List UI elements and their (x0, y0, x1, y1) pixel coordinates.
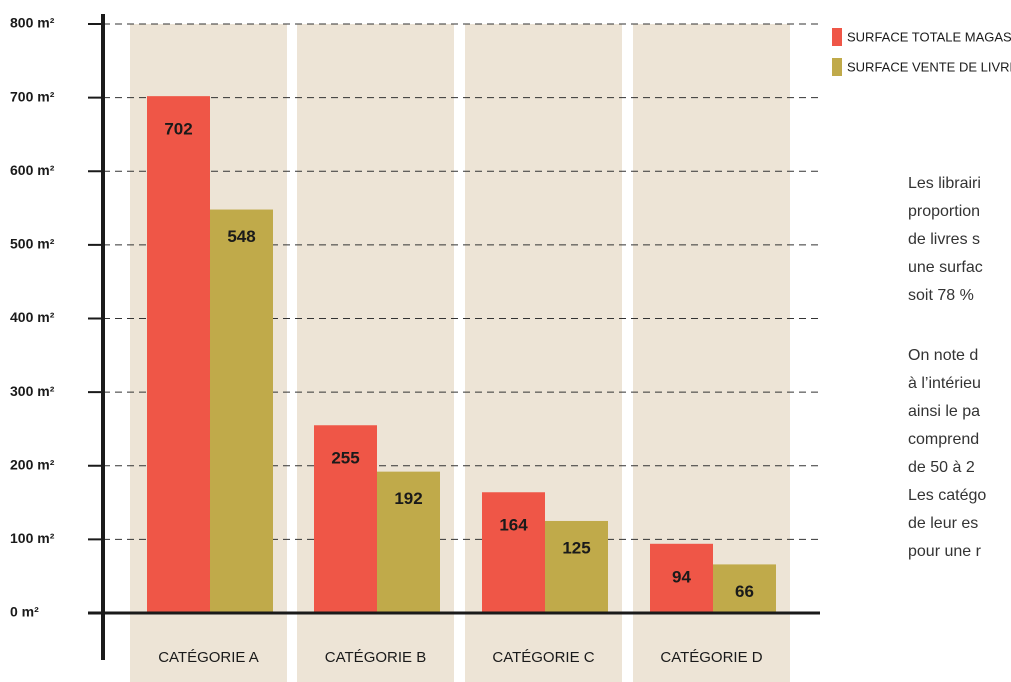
bar (314, 425, 377, 613)
value-label: 548 (227, 227, 255, 246)
value-label: 702 (164, 120, 192, 139)
y-tick-label: 800 m² (10, 15, 55, 31)
y-tick-label: 0 m² (10, 604, 39, 620)
y-tick-label: 200 m² (10, 456, 55, 472)
x-tick-label: CATÉGORIE A (158, 649, 259, 666)
x-tick-label: CATÉGORIE D (660, 649, 762, 666)
y-tick-label: 300 m² (10, 383, 55, 399)
note-line: comprend (908, 431, 979, 448)
note-line: On note d (908, 347, 978, 364)
value-label: 125 (562, 538, 590, 557)
y-tick-label: 400 m² (10, 309, 55, 325)
legend-swatch (832, 58, 842, 76)
bar (545, 520, 608, 613)
note-line: proportion (908, 203, 980, 220)
note-line: de 50 à 2 (908, 459, 975, 476)
y-tick-label: 700 m² (10, 88, 55, 104)
y-tick-label: 600 m² (10, 162, 55, 178)
value-label: 164 (499, 516, 528, 535)
value-label: 255 (331, 449, 359, 468)
legend-label: SURFACE TOTALE MAGASIN (847, 29, 1011, 44)
note-line: de leur es (908, 515, 978, 532)
value-label: 66 (735, 582, 754, 601)
value-label: 192 (394, 489, 422, 508)
y-tick-label: 100 m² (10, 530, 55, 546)
note-line: ainsi le pa (908, 403, 980, 420)
note-line: Les librairi (908, 175, 981, 192)
x-tick-label: CATÉGORIE B (325, 649, 426, 666)
y-tick-label: 500 m² (10, 236, 55, 252)
bar (713, 564, 776, 613)
bar (210, 209, 273, 613)
bar (482, 492, 545, 613)
bar (377, 471, 440, 613)
bar (650, 543, 713, 613)
note-line: Les catégo (908, 487, 986, 504)
note-line: pour une r (908, 543, 982, 560)
note-line: soit 78 % (908, 287, 974, 304)
note-line: de livres s (908, 231, 980, 248)
note-line: une surfac (908, 259, 983, 276)
bar (147, 96, 210, 614)
legend-label: SURFACE VENTE DE LIVRES (847, 59, 1011, 74)
value-label: 94 (672, 567, 691, 586)
note-line: à l’intérieu (908, 375, 981, 392)
legend-swatch (832, 28, 842, 46)
x-tick-label: CATÉGORIE C (492, 649, 594, 666)
